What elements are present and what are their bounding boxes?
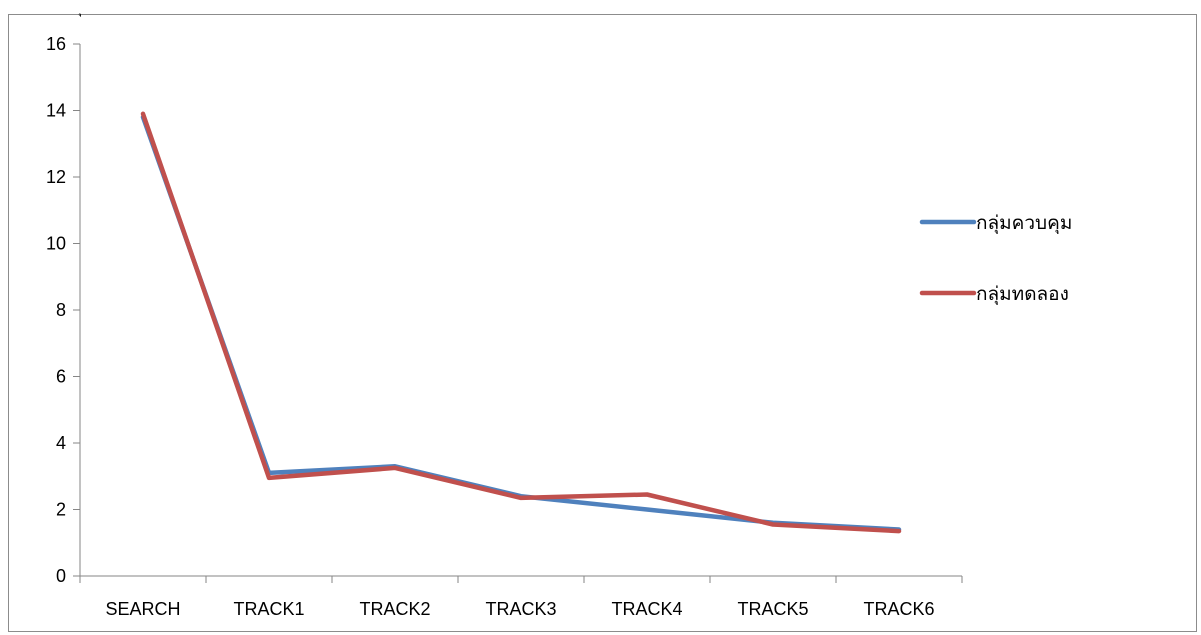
x-tick-label: TRACK2 [359,599,430,619]
x-tick-label: TRACK5 [737,599,808,619]
y-tick-label: 14 [46,101,66,121]
x-tick-label: SEARCH [105,599,180,619]
y-tick-label: 10 [46,234,66,254]
series-layer [140,111,902,534]
x-tick-label: TRACK1 [233,599,304,619]
chart-frame [8,14,1197,632]
legend-label-2: กลุ่มทดลอง [976,283,1069,306]
y-tick-label: 12 [46,167,66,187]
series-line-1 [140,114,902,532]
legend: กลุ่มควบคุมกลุ่มทดลอง [919,212,1072,306]
y-tick-label: 4 [56,433,66,453]
y-tick-label: 8 [56,300,66,320]
legend-label-1: กลุ่มควบคุม [976,212,1072,235]
x-tick-label: TRACK3 [485,599,556,619]
y-tick-label: 16 [46,34,66,54]
y-tick-label: 0 [56,566,66,586]
x-axis: SEARCH TRACK1 TRACK2 TRACK3 TRACK4 TRACK5 TRAC… [79,575,963,619]
series-line-2 [140,111,902,534]
x-tick-label: TRACK4 [611,599,682,619]
y-tick-label: 2 [56,500,66,520]
y-axis: 0 2 4 6 8 10 12 14 16 [46,34,81,586]
y-tick-label: 6 [56,367,66,387]
x-tick-label: TRACK6 [863,599,934,619]
